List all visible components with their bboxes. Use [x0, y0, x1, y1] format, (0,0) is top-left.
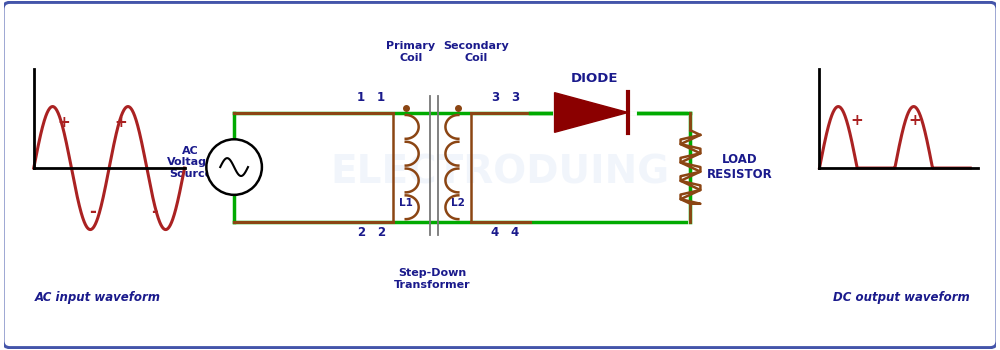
Text: Primary
Coil: Primary Coil	[386, 41, 435, 63]
Text: ELECTRODUING: ELECTRODUING	[330, 153, 670, 191]
Text: DC output waveform: DC output waveform	[833, 290, 970, 303]
Text: 1: 1	[377, 91, 385, 104]
Text: -: -	[89, 203, 96, 221]
Text: +: +	[115, 115, 127, 130]
Text: L1: L1	[399, 198, 413, 208]
Text: Secondary
Coil: Secondary Coil	[443, 41, 509, 63]
Text: 1: 1	[357, 91, 365, 104]
Text: +: +	[908, 113, 921, 128]
Text: +: +	[851, 113, 864, 128]
Text: 4: 4	[511, 225, 519, 238]
Text: 3: 3	[511, 91, 519, 104]
Circle shape	[206, 139, 262, 195]
Text: 3: 3	[491, 91, 499, 104]
Text: 4: 4	[491, 225, 499, 238]
Text: LOAD
RESISTOR: LOAD RESISTOR	[707, 153, 773, 181]
Text: AC
Voltage
Source: AC Voltage Source	[167, 146, 214, 179]
Polygon shape	[555, 93, 628, 132]
FancyBboxPatch shape	[3, 2, 997, 348]
Text: 2: 2	[357, 225, 365, 238]
Text: Step-Down
Transformer: Step-Down Transformer	[394, 268, 471, 290]
Text: +: +	[57, 115, 70, 130]
Text: -: -	[151, 203, 158, 221]
Text: AC input waveform: AC input waveform	[35, 290, 161, 303]
Text: DIODE: DIODE	[570, 72, 618, 85]
Text: 2: 2	[377, 225, 385, 238]
Text: L2: L2	[451, 198, 465, 208]
